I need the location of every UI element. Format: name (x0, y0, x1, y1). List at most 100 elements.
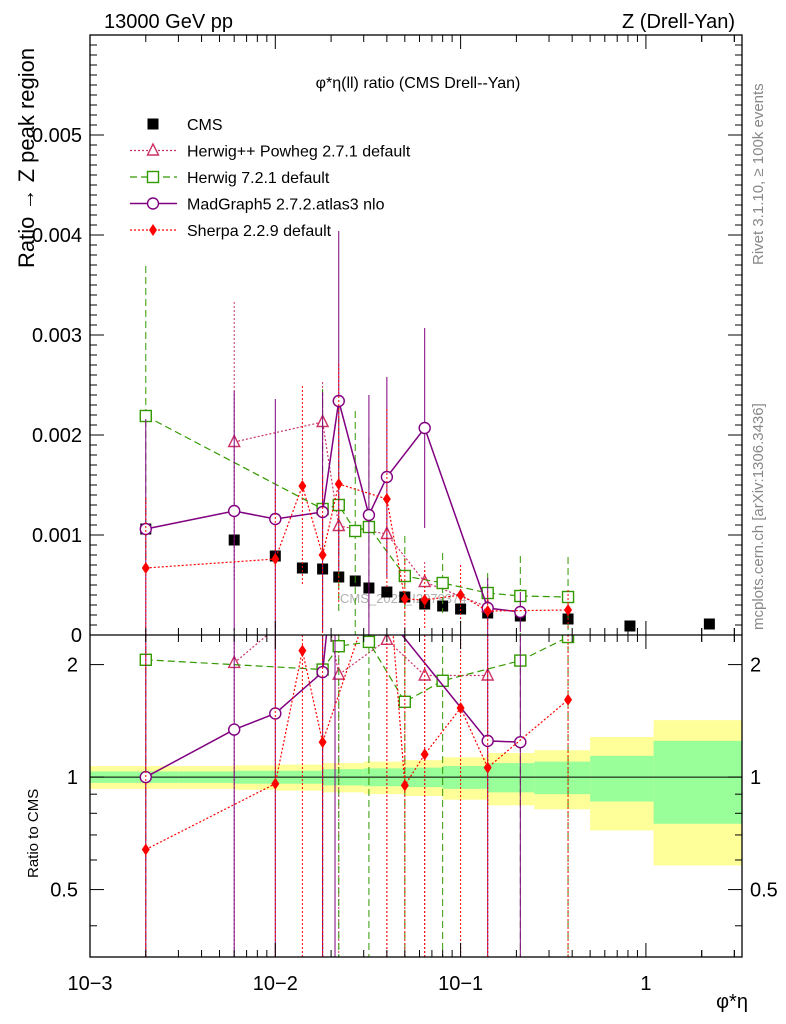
ratio-y-tick-label-right: 2 (750, 655, 761, 677)
ratio-data-point (271, 777, 280, 790)
mcplots-label: mcplots.cern.ch [arXiv:1306.3436] (750, 403, 767, 630)
ratio-data-point (483, 761, 492, 774)
series-herwig-powheg-2-7-1-default (227, 302, 495, 627)
series-line (145, 400, 521, 613)
plot-frame (89, 34, 743, 958)
ratio-y-tick-label-right: 0.5 (750, 880, 778, 902)
x-tick-label: 1 (640, 973, 651, 995)
ratio-data-point (400, 779, 409, 792)
data-point (298, 480, 307, 492)
ratio-data (90, 635, 742, 957)
legend-label: Herwig++ Powheg 2.7.1 default (187, 144, 411, 161)
legend-label: Sherpa 2.2.9 default (187, 223, 332, 240)
legend-entry: MadGraph5 2.7.2.atlas3 nlo (130, 197, 385, 214)
legend-entry: Herwig 7.2.1 default (130, 170, 330, 187)
ratio-data-point (420, 748, 429, 761)
legend-marker (146, 142, 160, 156)
legend-label: CMS (187, 117, 223, 134)
data-point (382, 493, 391, 505)
ratio-y-tick-label: 0.5 (50, 880, 78, 902)
legend-entry: Sherpa 2.2.9 default (130, 223, 332, 240)
data-point (703, 618, 715, 630)
uncertainty-band-inner (590, 755, 654, 802)
y-tick-label: 0.003 (32, 325, 82, 347)
ratio-y-tick-label: 1 (67, 767, 78, 789)
ratio-series-madgraph5-2-7-2-atlas3-nlo (139, 635, 527, 957)
data-point (141, 562, 150, 574)
ratio-series-line (145, 635, 569, 851)
axes: 10−3 10−2 10−1 1 0 0.001 0.002 0.003 0.004 0.005 0… (32, 34, 778, 995)
data-point (564, 604, 573, 616)
y-tick-label: 0.001 (32, 525, 82, 547)
series-line (145, 483, 569, 612)
header-left: 13000 GeV pp (104, 11, 233, 33)
legend-entry: Herwig++ Powheg 2.7.1 default (130, 142, 411, 161)
data-point (561, 590, 575, 604)
ratio-data-point (332, 639, 345, 653)
data-point (362, 508, 376, 522)
data-point (418, 421, 431, 435)
legend-marker (146, 197, 160, 210)
main-plot (139, 231, 715, 635)
uncertainty-band-inner (534, 761, 591, 795)
uncertainty-band-inner (653, 740, 742, 824)
rivet-label: Rivet 3.1.10, ≥ 100k events (750, 83, 767, 265)
data-point (400, 593, 409, 605)
ratio-data-point (564, 693, 573, 706)
uncertainty-band-inner (487, 763, 535, 793)
ratio-data-point (298, 644, 307, 657)
data-point (318, 549, 327, 561)
ratio-data-point (456, 702, 465, 715)
series-cms (140, 523, 715, 632)
x-tick-label: 10−3 (67, 973, 112, 995)
y-axis-title: Ratio → Z peak region (14, 48, 39, 268)
ratio-y-axis-title: Ratio to CMS (25, 789, 42, 878)
data-point (624, 620, 636, 632)
series-line (145, 415, 569, 598)
data-point (381, 586, 393, 598)
data-point (436, 576, 449, 590)
legend-entry: CMS (147, 117, 223, 134)
ratio-data-point (561, 635, 575, 644)
main-plot-title: φ*η(ll) ratio (CMS Drell--Yan) (316, 75, 521, 92)
x-tick-label: 10−1 (438, 973, 483, 995)
ratio-data-point (227, 723, 241, 736)
legend-marker (146, 170, 160, 184)
data-point (334, 478, 343, 490)
legend-marker (149, 224, 157, 236)
data-point (271, 553, 280, 565)
data-point (418, 573, 432, 588)
legend-marker (147, 118, 159, 130)
ratio-data-point (269, 707, 282, 720)
data-point (514, 605, 527, 619)
ratio-data-point (418, 667, 432, 681)
data-point (227, 504, 241, 518)
data-point (420, 594, 429, 606)
series-sherpa-2-2-9-default (141, 364, 573, 635)
legend: CMS Herwig++ Powheg 2.7.1 default Herwig 7… (130, 117, 411, 240)
data-point (456, 589, 465, 601)
y-tick-label: 0 (71, 625, 82, 647)
y-tick-label: 0.004 (32, 225, 82, 247)
data-point (437, 600, 449, 612)
ratio-series-line (145, 636, 569, 703)
ratio-y-tick-label: 2 (67, 655, 78, 677)
ratio-y-tick-label-right: 1 (750, 767, 761, 789)
ratio-data-point (362, 635, 376, 649)
ratio-data-point (141, 843, 150, 856)
legend-label: Herwig 7.2.1 default (187, 170, 330, 187)
series-madgraph5-2-7-2-atlas3-nlo (139, 231, 527, 635)
legend-label: MadGraph5 2.7.2.atlas3 nlo (187, 197, 385, 214)
data-point (139, 522, 152, 536)
x-tick-label: 10−2 (253, 973, 298, 995)
data-point (483, 605, 492, 617)
main-data (139, 231, 715, 635)
y-tick-label: 0.005 (32, 125, 82, 147)
ratio-plot (90, 635, 742, 957)
ratio-data-point (514, 735, 527, 749)
ratio-series-line (145, 635, 521, 778)
ratio-data-point (398, 695, 412, 709)
header-right: Z (Drell-Yan) (622, 11, 735, 33)
ratio-series-sherpa-2-2-9-default (141, 635, 573, 957)
